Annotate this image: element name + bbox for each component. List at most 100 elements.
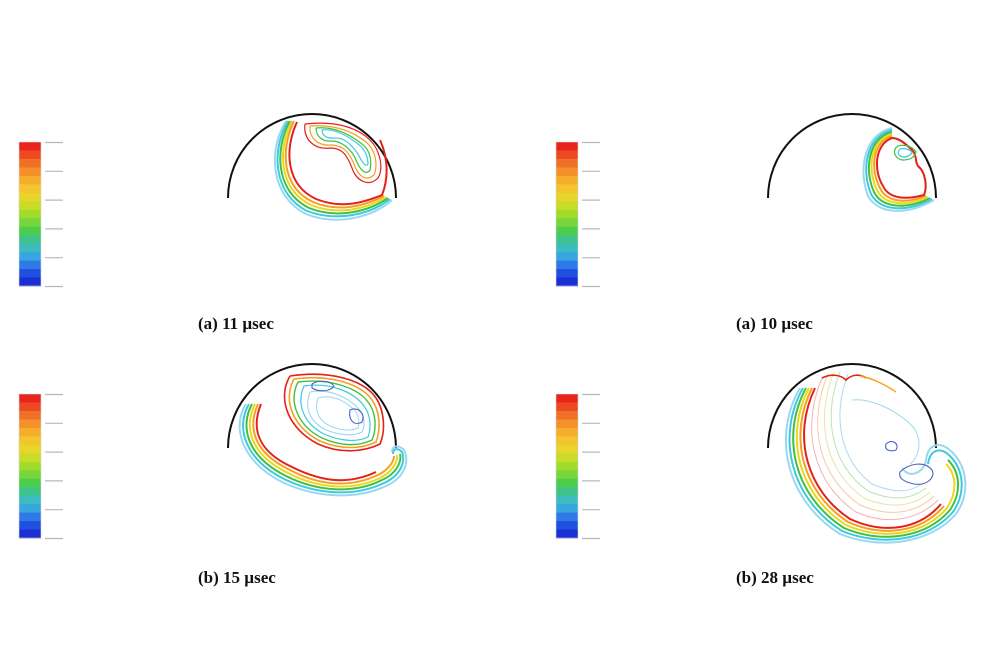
legend-color-step	[19, 453, 41, 463]
caption: (b) 28 µsec	[736, 568, 814, 587]
legend-color-step	[19, 487, 41, 497]
contour-inner-3	[316, 396, 360, 431]
legend-color-step	[556, 184, 578, 194]
contour-cyan	[242, 403, 405, 494]
contour-yellow	[248, 403, 399, 488]
contour-inner-blue	[885, 441, 898, 452]
legend-color-step	[556, 419, 578, 429]
legend-color-step	[556, 521, 578, 531]
contour-cyan	[865, 129, 933, 210]
legend-color-step	[556, 529, 578, 539]
legend-color-step	[19, 410, 41, 420]
legend-color-step	[556, 209, 578, 219]
legend-color-step	[556, 218, 578, 228]
legend-color-step	[556, 436, 578, 446]
legend-color-step	[556, 226, 578, 236]
contour-yellow	[870, 133, 929, 205]
legend-color-step	[19, 269, 41, 279]
legend-outline	[555, 393, 579, 539]
legend-color-step	[556, 252, 578, 262]
legend-color-step	[19, 521, 41, 531]
legend-color-step	[19, 461, 41, 471]
panel-15us: (b) 15 µsec	[0, 340, 500, 665]
legend-color-step	[19, 252, 41, 262]
contour-inner-1	[300, 384, 371, 441]
legend-color-step	[19, 444, 41, 454]
contours	[862, 127, 935, 212]
legend-color-step	[556, 260, 578, 270]
contour-inner-blue	[311, 380, 335, 392]
contour-plot	[227, 363, 408, 497]
legend-color-step	[19, 184, 41, 194]
legend-color-step	[556, 201, 578, 211]
legend-color-step	[556, 277, 578, 287]
legend-color-step	[19, 427, 41, 437]
legend-color-step	[556, 495, 578, 505]
legend-color-step	[556, 243, 578, 253]
contour-orange	[873, 135, 927, 202]
contours	[273, 120, 393, 221]
legend-svg	[18, 141, 63, 288]
legend-color-step	[556, 410, 578, 420]
color-legend	[15, 140, 85, 290]
boundary-arc	[767, 113, 937, 199]
contour-red	[288, 121, 388, 206]
contour-top-red	[821, 374, 867, 382]
legend-color-step	[556, 478, 578, 488]
legend-color-step	[556, 235, 578, 245]
legend-color-step	[19, 504, 41, 514]
legend-svg	[555, 141, 600, 288]
panel-10us: (a) 10 µsec	[500, 0, 1000, 340]
caption: (b) 15 µsec	[198, 568, 276, 587]
contour-inner-green	[315, 127, 372, 173]
contour-orange	[284, 120, 385, 209]
contours	[784, 371, 967, 544]
legend-color-step	[556, 444, 578, 454]
contour-inner-green	[893, 144, 917, 161]
contour-green	[792, 387, 959, 538]
contour-yellow	[282, 120, 387, 212]
legend-color-step	[19, 158, 41, 168]
legend-color-step	[19, 277, 41, 287]
legend-svg	[555, 393, 600, 540]
legend-color-step	[19, 142, 41, 151]
panel-28us: (b) 28 µsec	[500, 340, 1000, 665]
legend-color-step	[19, 394, 41, 403]
legend-color-step	[556, 427, 578, 437]
legend-color-step	[19, 209, 41, 219]
legend-color-step	[556, 402, 578, 412]
contour-inner-lightblue	[851, 399, 920, 465]
legend-color-step	[556, 158, 578, 168]
contour-red	[803, 387, 942, 529]
legend-color-step	[556, 487, 578, 497]
contour-light-cyan	[238, 403, 408, 497]
contour-orange	[252, 403, 395, 485]
color-legend	[15, 392, 85, 542]
contour-plot	[767, 113, 937, 212]
legend-color-step	[19, 201, 41, 211]
legend-color-step	[19, 529, 41, 539]
contour-orange	[799, 387, 945, 532]
legend-color-step	[19, 175, 41, 185]
contour-top-orange	[859, 375, 897, 393]
boundary-arc	[227, 113, 397, 199]
legend-color-step	[19, 402, 41, 412]
contour-inner-orange	[309, 125, 377, 179]
legend-color-step	[19, 192, 41, 202]
contour-plot	[227, 113, 397, 221]
legend-color-step	[556, 512, 578, 522]
legend-color-step	[556, 461, 578, 471]
contour-outer-green	[293, 380, 376, 446]
panel-11us: (a) 11 µsec	[0, 0, 500, 340]
legend-color-step	[556, 269, 578, 279]
color-legend	[552, 392, 622, 542]
legend-color-step	[556, 394, 578, 403]
contour-inner-cyan	[897, 148, 913, 158]
legend-color-step	[19, 436, 41, 446]
contour-yellow	[795, 387, 956, 535]
legend-color-step	[556, 142, 578, 151]
contour-band-5	[839, 373, 923, 492]
contour-light-cyan	[784, 387, 967, 544]
contour-light-cyan	[862, 127, 935, 212]
legend-color-step	[19, 150, 41, 160]
